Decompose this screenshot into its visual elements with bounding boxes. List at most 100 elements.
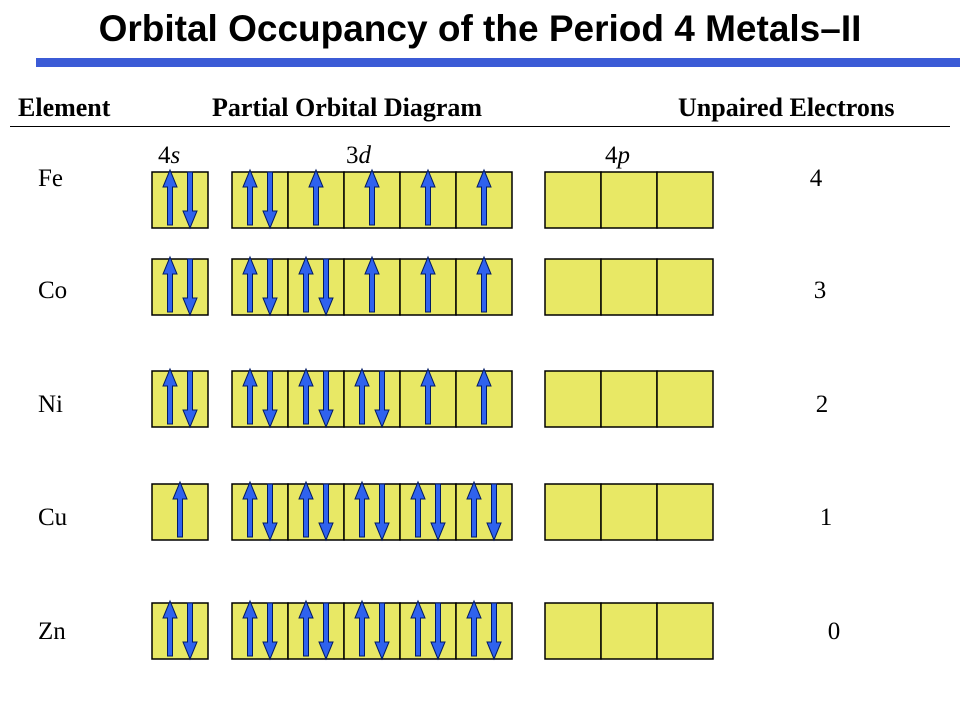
electron-ni-d3-down-arrow-icon	[374, 370, 390, 429]
unpaired-count-ni: 2	[815, 391, 829, 418]
orbital-box-ni-p1	[544, 370, 602, 428]
orbital-box-fe-p3	[656, 171, 714, 229]
orbital-box-ni-s1	[151, 370, 209, 428]
sublevel-label-4s: 4s	[158, 142, 181, 169]
electron-co-d3-up-arrow-icon	[364, 255, 380, 313]
orbital-box-cu-d3	[343, 483, 401, 541]
orbital-box-cu-p1	[544, 483, 602, 541]
unpaired-count-cu: 1	[819, 504, 833, 531]
electron-fe-d1-up-arrow-icon	[242, 168, 258, 226]
electron-cu-d1-down-arrow-icon	[262, 483, 278, 542]
orbital-box-co-p3	[656, 258, 714, 316]
electron-zn-d1-down-arrow-icon	[262, 602, 278, 661]
electron-ni-d3-up-arrow-icon	[354, 367, 370, 425]
slide-title: Orbital Occupancy of the Period 4 Metals…	[98, 8, 862, 49]
electron-zn-d4-up-arrow-icon	[410, 599, 426, 657]
electron-ni-d5-up-arrow-icon	[476, 367, 492, 425]
element-label-cu: Cu	[38, 504, 68, 531]
orbital-box-cu-d2	[287, 483, 345, 541]
electron-co-d4-up-arrow-icon	[420, 255, 436, 313]
electron-cu-d2-down-arrow-icon	[318, 483, 334, 542]
electron-fe-d4-up-arrow-icon	[420, 168, 436, 226]
orbital-box-zn-d1	[231, 602, 289, 660]
electron-ni-d1-down-arrow-icon	[262, 370, 278, 429]
electron-zn-d3-down-arrow-icon	[374, 602, 390, 661]
electron-ni-s1-down-arrow-icon	[182, 370, 198, 429]
sublevel-label-4p: 4p	[605, 142, 630, 169]
orbital-box-fe-p1	[544, 171, 602, 229]
electron-ni-d2-up-arrow-icon	[298, 367, 314, 425]
electron-zn-d1-up-arrow-icon	[242, 599, 258, 657]
electron-co-s1-down-arrow-icon	[182, 258, 198, 317]
electron-zn-s1-down-arrow-icon	[182, 602, 198, 661]
orbital-box-cu-d1	[231, 483, 289, 541]
electron-co-d2-down-arrow-icon	[318, 258, 334, 317]
orbital-box-ni-d3	[343, 370, 401, 428]
orbital-box-zn-d2	[287, 602, 345, 660]
orbital-box-zn-d4	[399, 602, 457, 660]
electron-cu-d5-down-arrow-icon	[486, 483, 502, 542]
electron-ni-s1-up-arrow-icon	[162, 367, 178, 425]
element-label-zn: Zn	[38, 618, 66, 645]
orbital-box-zn-d3	[343, 602, 401, 660]
element-label-ni: Ni	[38, 391, 63, 418]
unpaired-column-header: Unpaired Electrons	[678, 93, 895, 122]
electron-ni-d1-up-arrow-icon	[242, 367, 258, 425]
electron-fe-d1-down-arrow-icon	[262, 171, 278, 230]
electron-co-s1-up-arrow-icon	[162, 255, 178, 313]
orbital-box-fe-s1	[151, 171, 209, 229]
electron-cu-d3-up-arrow-icon	[354, 480, 370, 538]
electron-fe-d2-up-arrow-icon	[308, 168, 324, 226]
electron-fe-d5-up-arrow-icon	[476, 168, 492, 226]
title-rule	[36, 58, 960, 67]
electron-zn-d2-down-arrow-icon	[318, 602, 334, 661]
electron-cu-d3-down-arrow-icon	[374, 483, 390, 542]
orbital-box-cu-p2	[600, 483, 658, 541]
electron-cu-s1-up-arrow-icon	[172, 480, 188, 538]
orbital-box-fe-d1	[231, 171, 289, 229]
electron-fe-d3-up-arrow-icon	[364, 168, 380, 226]
orbital-box-fe-p2	[600, 171, 658, 229]
orbital-box-ni-p3	[656, 370, 714, 428]
unpaired-count-fe: 4	[809, 165, 823, 192]
orbital-box-ni-p2	[600, 370, 658, 428]
element-label-co: Co	[38, 277, 68, 304]
diagram-column-header: Partial Orbital Diagram	[212, 93, 483, 122]
electron-cu-d4-up-arrow-icon	[410, 480, 426, 538]
electron-zn-d3-up-arrow-icon	[354, 599, 370, 657]
electron-zn-d4-down-arrow-icon	[430, 602, 446, 661]
electron-zn-s1-up-arrow-icon	[162, 599, 178, 657]
orbital-box-ni-d2	[287, 370, 345, 428]
electron-zn-d2-up-arrow-icon	[298, 599, 314, 657]
electron-cu-d4-down-arrow-icon	[430, 483, 446, 542]
unpaired-count-co: 3	[813, 277, 827, 304]
electron-ni-d4-up-arrow-icon	[420, 367, 436, 425]
electron-co-d1-down-arrow-icon	[262, 258, 278, 317]
electron-co-d1-up-arrow-icon	[242, 255, 258, 313]
electron-zn-d5-down-arrow-icon	[486, 602, 502, 661]
electron-cu-d1-up-arrow-icon	[242, 480, 258, 538]
orbital-box-zn-p2	[600, 602, 658, 660]
orbital-box-zn-s1	[151, 602, 209, 660]
orbital-box-zn-d5	[455, 602, 513, 660]
electron-fe-s1-down-arrow-icon	[182, 171, 198, 230]
sublevel-label-3d: 3d	[346, 142, 371, 169]
orbital-box-zn-p3	[656, 602, 714, 660]
orbital-box-co-p1	[544, 258, 602, 316]
orbital-box-co-d1	[231, 258, 289, 316]
orbital-box-cu-d5	[455, 483, 513, 541]
electron-cu-d5-up-arrow-icon	[466, 480, 482, 538]
orbital-box-cu-p3	[656, 483, 714, 541]
orbital-box-co-d2	[287, 258, 345, 316]
unpaired-count-zn: 0	[827, 618, 841, 645]
orbital-box-cu-d4	[399, 483, 457, 541]
orbital-box-co-s1	[151, 258, 209, 316]
orbital-box-ni-d1	[231, 370, 289, 428]
orbital-box-zn-p1	[544, 602, 602, 660]
electron-cu-d2-up-arrow-icon	[298, 480, 314, 538]
element-label-fe: Fe	[38, 165, 63, 192]
electron-fe-s1-up-arrow-icon	[162, 168, 178, 226]
element-column-header: Element	[18, 93, 111, 122]
electron-zn-d5-up-arrow-icon	[466, 599, 482, 657]
